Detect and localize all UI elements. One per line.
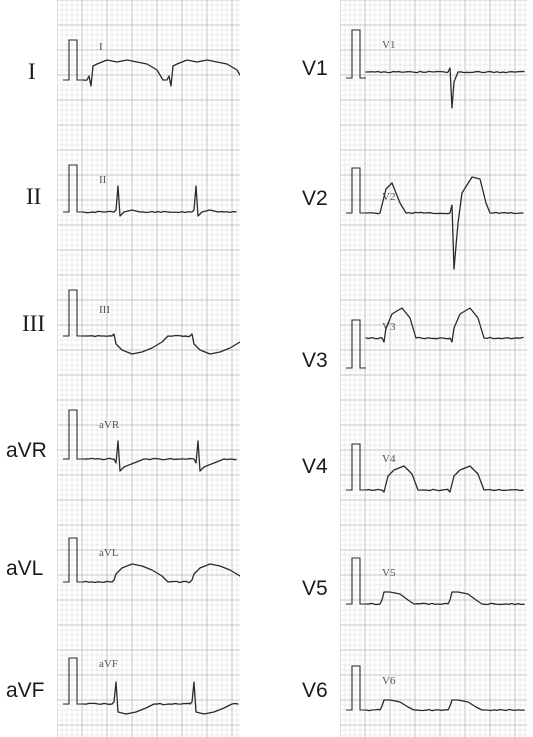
calibration-pulse-III <box>63 290 83 336</box>
lead-stamp-V3: V3 <box>382 321 396 333</box>
ecg-lead-II: II <box>63 165 236 216</box>
calibration-pulse-V3 <box>346 320 366 368</box>
calibration-pulse-V6 <box>346 666 366 710</box>
lead-label-V4: V4 <box>302 456 328 477</box>
ecg-lead-V2: V2 <box>346 168 523 269</box>
ecg-svg: IIIIIIaVRaVLaVF <box>57 0 240 737</box>
lead-stamp-III: III <box>99 304 110 316</box>
ecg-grid <box>340 0 527 737</box>
ecg-strip-chest-leads: V1 V2 V3 V4 V5 V6 <box>340 0 527 737</box>
ecg-lead-I: I <box>63 40 240 86</box>
lead-stamp-II: II <box>99 174 107 186</box>
calibration-pulse-V1 <box>346 30 366 78</box>
lead-stamp-aVF: aVF <box>99 658 118 670</box>
calibration-pulse-V4 <box>346 444 366 490</box>
lead-label-V3: V3 <box>302 350 328 371</box>
lead-label-V2: V2 <box>302 188 328 209</box>
ecg-trace-I <box>83 60 240 86</box>
lead-stamp-V6: V6 <box>382 675 396 687</box>
lead-label-II: II <box>26 185 41 208</box>
ecg-trace-II <box>83 186 236 216</box>
lead-label-V1: V1 <box>302 58 328 79</box>
lead-stamp-V1: V1 <box>382 39 395 51</box>
lead-label-aVR: aVR <box>6 440 47 461</box>
ecg-trace-III <box>83 334 240 354</box>
lead-label-I: I <box>28 60 36 83</box>
lead-stamp-V5: V5 <box>382 567 396 579</box>
lead-label-V6: V6 <box>302 680 328 701</box>
ecg-svg: V1 V2 V3 V4 V5 V6 <box>340 0 527 737</box>
lead-label-V5: V5 <box>302 578 328 599</box>
ecg-trace-aVR <box>83 441 236 471</box>
ecg-lead-aVR: aVR <box>63 410 236 471</box>
ecg-lead-aVL: aVL <box>63 538 240 583</box>
lead-label-aVF: aVF <box>6 680 45 701</box>
lead-label-aVL: aVL <box>6 558 43 579</box>
calibration-pulse-aVR <box>63 410 83 459</box>
lead-label-III: III <box>22 312 45 335</box>
ecg-strip-limb-leads: I II III aVR aVL aVF <box>57 0 240 737</box>
ecg-grid <box>57 0 240 737</box>
ecg-lead-V3: V3 <box>346 308 523 368</box>
lead-stamp-aVR: aVR <box>99 419 120 431</box>
lead-stamp-V4: V4 <box>382 453 396 465</box>
lead-stamp-I: I <box>99 41 103 53</box>
lead-stamp-aVL: aVL <box>99 547 119 559</box>
ecg-trace-aVF <box>83 682 238 714</box>
